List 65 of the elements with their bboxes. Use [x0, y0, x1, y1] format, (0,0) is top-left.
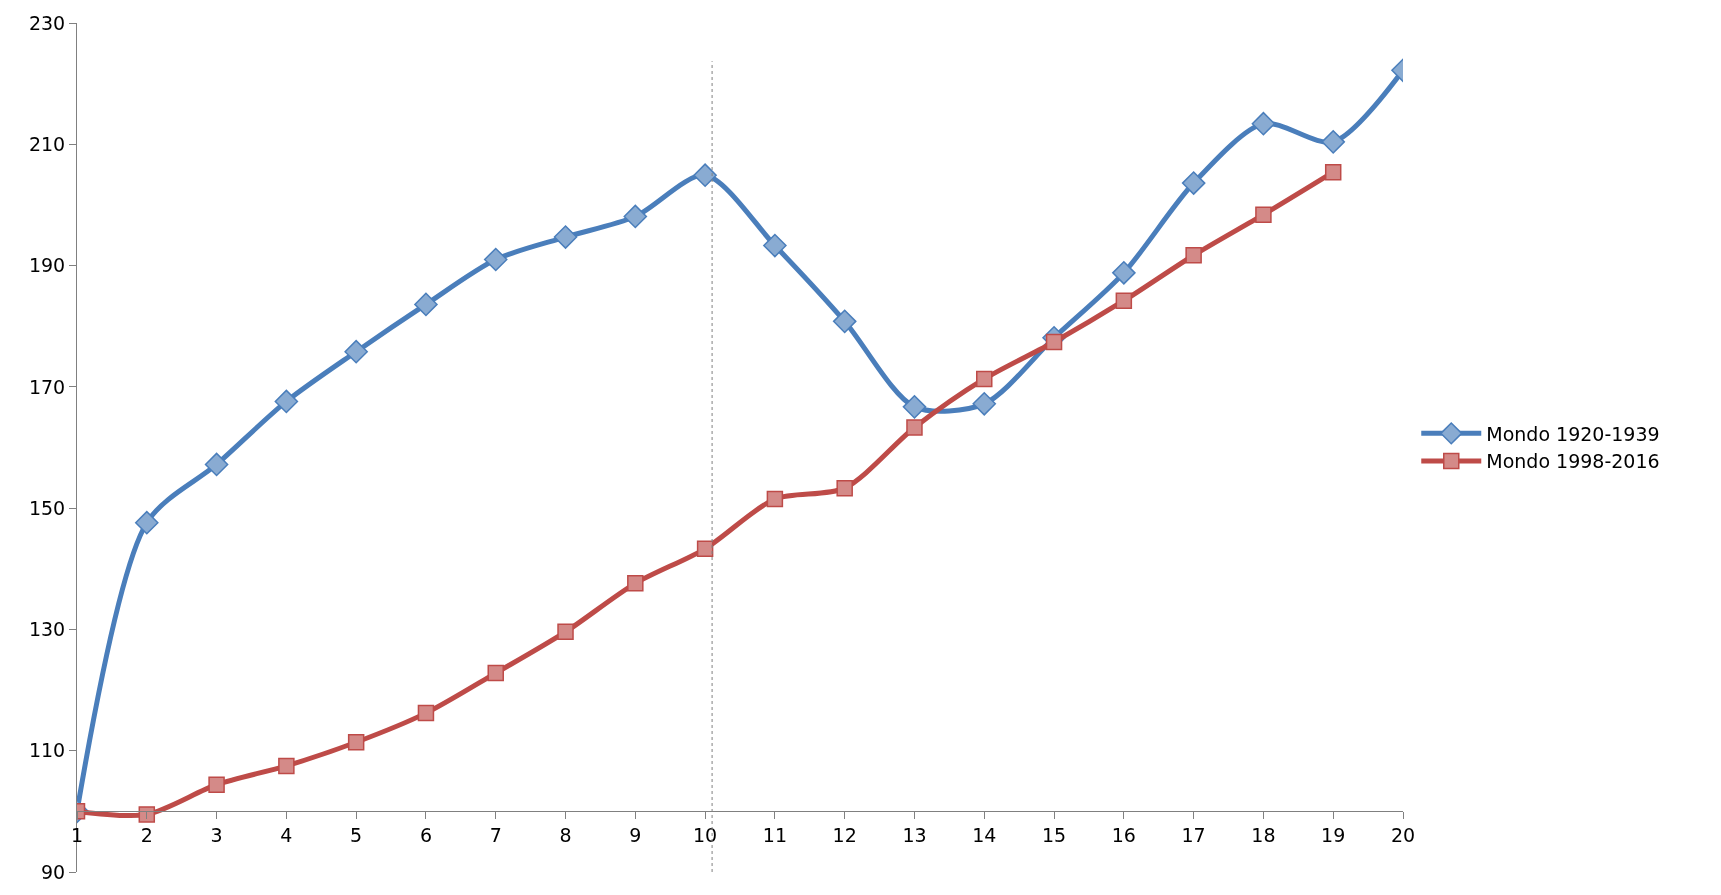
y-tick-label: 230	[28, 11, 66, 34]
x-tick-label: 20	[1390, 824, 1416, 847]
x-tick-label: 9	[629, 824, 642, 847]
y-tick-label: 210	[28, 132, 66, 155]
point	[208, 776, 225, 793]
x-tick-label: 2	[140, 824, 153, 847]
y-tick-label: 150	[28, 496, 66, 519]
y-tick-label: 130	[28, 618, 66, 641]
point	[487, 664, 504, 682]
point	[1181, 171, 1206, 195]
point	[1321, 130, 1346, 154]
point	[906, 419, 923, 436]
point	[1045, 333, 1063, 351]
point	[553, 225, 578, 249]
point	[347, 733, 365, 751]
x-tick-label: 8	[559, 824, 572, 847]
point	[972, 392, 997, 416]
y-tick-label: 90	[41, 860, 66, 883]
point	[138, 806, 156, 823]
x-tick-label: 17	[1181, 824, 1206, 847]
point	[766, 490, 784, 508]
x-tick-label: 15	[1041, 824, 1067, 847]
point	[134, 510, 159, 535]
point	[1251, 111, 1276, 136]
x-tick-label: 13	[902, 824, 927, 847]
y-tick-label: 110	[28, 739, 66, 762]
point	[483, 247, 508, 272]
point	[763, 233, 787, 258]
point	[414, 292, 438, 317]
point	[1185, 247, 1202, 264]
point	[274, 389, 299, 414]
legend-label: Mondo 1998-2016	[1486, 450, 1660, 473]
x-tick-label: 5	[350, 824, 363, 847]
point	[627, 575, 644, 592]
x-tick-label: 14	[972, 824, 997, 847]
x-tick-label: 18	[1251, 824, 1276, 847]
x-tick-label: 19	[1321, 824, 1346, 847]
point	[696, 540, 714, 558]
point	[557, 623, 574, 641]
y-tick-label: 170	[28, 375, 66, 398]
point	[832, 309, 857, 334]
point	[417, 704, 435, 722]
point	[836, 479, 853, 497]
x-tick-label: 3	[210, 824, 223, 847]
x-tick-label: 10	[693, 824, 718, 847]
x-tick-label: 16	[1111, 824, 1136, 847]
point	[344, 339, 368, 364]
point	[1112, 261, 1136, 285]
x-tick-label: 12	[832, 824, 857, 847]
point	[204, 452, 229, 477]
point	[623, 204, 648, 229]
point	[1324, 163, 1342, 181]
x-tick-label: 6	[419, 824, 432, 847]
y-tick-label: 190	[28, 254, 66, 277]
point	[902, 395, 927, 419]
legend-label: Mondo 1920-1939	[1486, 422, 1660, 445]
point	[1115, 292, 1133, 309]
point	[976, 370, 993, 388]
x-tick-label: 4	[280, 824, 293, 847]
point	[693, 163, 717, 188]
x-tick-label: 7	[489, 824, 502, 847]
x-tick-label: 11	[762, 824, 787, 847]
point	[1255, 206, 1272, 223]
x-tick-label: 1	[70, 824, 84, 847]
point	[278, 757, 295, 775]
